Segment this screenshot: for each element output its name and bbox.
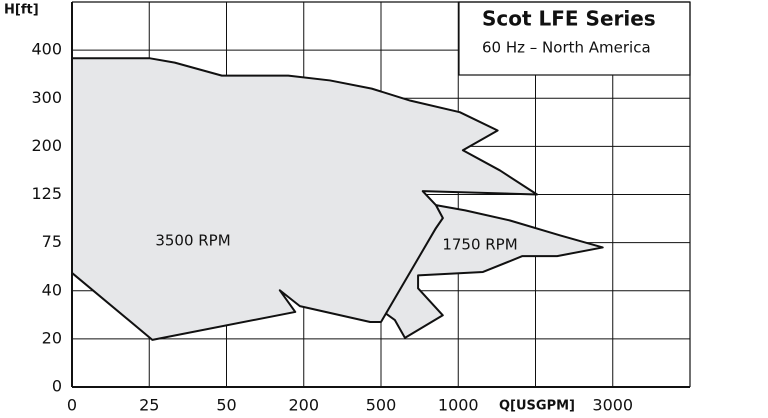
chart-title: Scot LFE Series <box>482 7 656 31</box>
x-tick-label: 0 <box>67 396 77 415</box>
chart-subtitle: 60 Hz – North America <box>482 39 651 57</box>
area <box>71 57 539 341</box>
series-label: 1750 RPM <box>442 236 517 254</box>
title-box <box>458 1 691 76</box>
y-tick-label: 0 <box>52 377 62 396</box>
x-tick-label: 25 <box>139 396 159 415</box>
y-tick-label: 400 <box>31 40 62 59</box>
x-tick-label: 200 <box>288 396 319 415</box>
series-label: 3500 RPM <box>155 232 230 250</box>
x-tick-label: 1000 <box>438 396 479 415</box>
x-axis-label: Q[USGPM] <box>499 399 575 414</box>
y-tick-label: 20 <box>42 328 62 347</box>
y-tick-label: 75 <box>42 232 62 251</box>
x-tick-label: 3000 <box>592 396 633 415</box>
y-tick-label: 300 <box>31 88 62 107</box>
x-tick-label: 500 <box>366 396 397 415</box>
y-tick-label: 40 <box>42 280 62 299</box>
y-tick-label: 200 <box>31 136 62 155</box>
y-tick-label: 125 <box>31 184 62 203</box>
x-tick-label: 50 <box>216 396 236 415</box>
y-axis-label: H[ft] <box>4 3 39 18</box>
